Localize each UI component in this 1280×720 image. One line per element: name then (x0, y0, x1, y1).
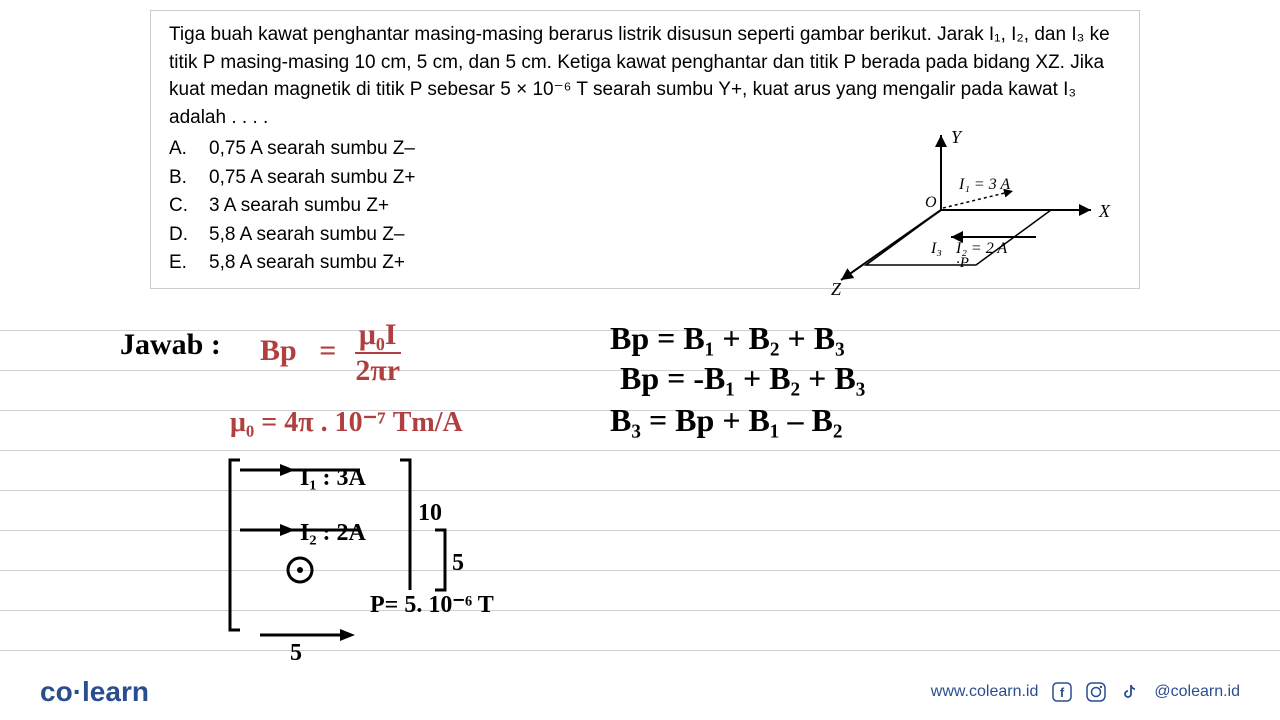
option-a-text: 0,75 A searah sumbu Z– (209, 135, 415, 163)
sketch-i1: I₁ : 3A (300, 465, 366, 492)
option-d: D. 5,8 A searah sumbu Z– (169, 221, 761, 249)
axis-y-label: Y (951, 127, 963, 147)
sketch-5a: 5 (452, 550, 464, 577)
option-e-text: 5,8 A searah sumbu Z+ (209, 249, 405, 277)
bp-den: 2πr (351, 354, 404, 386)
option-e: E. 5,8 A searah sumbu Z+ (169, 249, 761, 277)
instagram-icon (1086, 682, 1106, 702)
axis-x-label: X (1098, 201, 1111, 221)
axis-diagram: Y X Z O I₁ = 3 A I₂ = 2 A I₃ ·P (761, 135, 1121, 278)
bp-formula: Bp = μ₀I 2πr (260, 320, 404, 386)
sketch-5b: 5 (290, 640, 302, 667)
eq-line1: Bp = B₁ + B₂ + B₃ (610, 320, 845, 357)
svg-text:f: f (1060, 685, 1065, 700)
eq-line3: B₃ = Bp + B₁ – B₂ (610, 402, 842, 439)
jawab-label: Jawab : (120, 328, 221, 362)
sketch-i2: I₂ : 2A (300, 520, 366, 547)
logo-learn: learn (82, 676, 149, 707)
p-label: ·P (956, 255, 969, 271)
i3-label: I₃ (930, 240, 942, 257)
question-paragraph: Tiga buah kawat penghantar masing-masing… (169, 21, 1121, 131)
option-b: B. 0,75 A searah sumbu Z+ (169, 164, 761, 192)
option-a: A. 0,75 A searah sumbu Z– (169, 135, 761, 163)
sketch-diagram (220, 450, 520, 660)
options-list: A. 0,75 A searah sumbu Z– B. 0,75 A sear… (169, 135, 761, 278)
bp-lhs: Bp (260, 334, 297, 367)
option-c: C. 3 A searah sumbu Z+ (169, 192, 761, 220)
footer-right: www.colearn.id f @colearn.id (931, 682, 1240, 702)
option-c-text: 3 A searah sumbu Z+ (209, 192, 389, 220)
sketch-p: P= 5. 10⁻⁶ T (370, 590, 494, 619)
facebook-icon: f (1052, 682, 1072, 702)
option-b-text: 0,75 A searah sumbu Z+ (209, 164, 416, 192)
eq-line2: Bp = -B₁ + B₂ + B₃ (620, 360, 865, 397)
brand-logo: co·learn (40, 676, 149, 708)
axis-z-label: Z (831, 279, 842, 299)
logo-co: co (40, 676, 73, 707)
website-url: www.colearn.id (931, 683, 1039, 701)
bp-num: μ₀I (355, 320, 401, 354)
option-d-text: 5,8 A searah sumbu Z– (209, 221, 404, 249)
i1-label: I₁ = 3 A (958, 176, 1010, 193)
footer: co·learn www.colearn.id f @colearn.id (0, 676, 1280, 708)
options-layout: A. 0,75 A searah sumbu Z– B. 0,75 A sear… (169, 135, 1121, 278)
social-handle: @colearn.id (1154, 683, 1240, 701)
origin-label: O (925, 194, 937, 211)
q-line1: Tiga buah kawat penghantar masing-masing… (169, 24, 932, 45)
diagram-svg: Y X Z O I₁ = 3 A I₂ = 2 A I₃ ·P (761, 125, 1121, 305)
sketch-10: 10 (418, 500, 442, 527)
tiktok-icon (1120, 682, 1140, 702)
question-box: Tiga buah kawat penghantar masing-masing… (150, 10, 1140, 289)
mu0-line: μ₀ = 4π . 10⁻⁷ Tm/A (230, 405, 463, 439)
logo-dot: · (73, 676, 82, 707)
